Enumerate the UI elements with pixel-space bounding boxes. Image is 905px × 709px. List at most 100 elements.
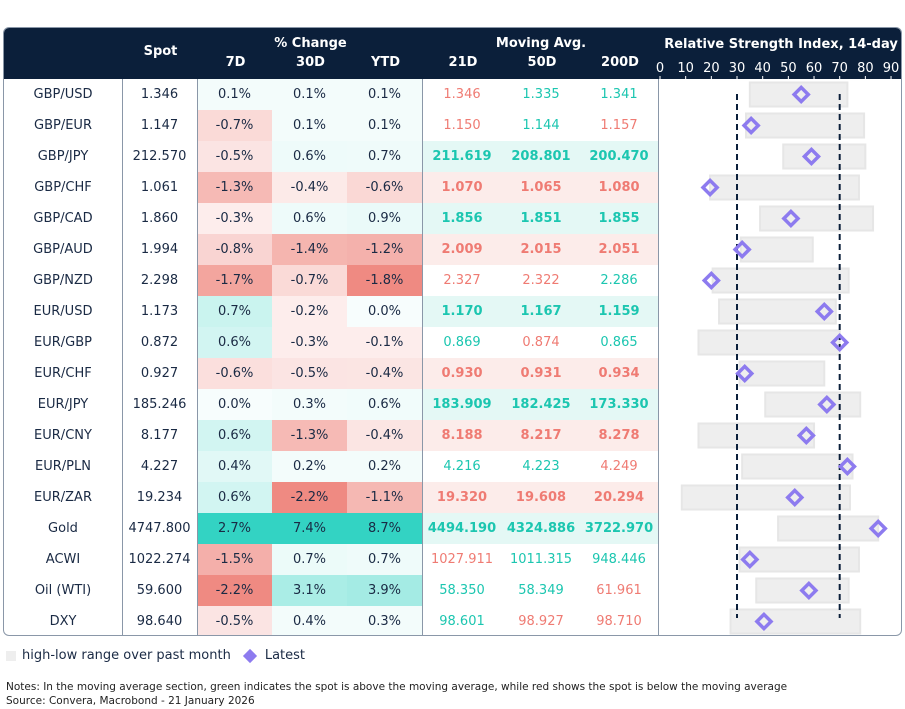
pct-change-d7: -1.5% bbox=[197, 544, 272, 575]
moving-avg-200d: 4.249 bbox=[600, 459, 638, 474]
rsi-range-bar bbox=[782, 143, 867, 170]
moving-avg-200d: 1.159 bbox=[580, 296, 658, 327]
note-text: Notes: In the moving average section, gr… bbox=[6, 681, 788, 693]
header-50d: 50D bbox=[527, 55, 557, 70]
rsi-latest-marker bbox=[799, 580, 819, 601]
pct-change-d30: -0.5% bbox=[272, 358, 347, 389]
pct-change-ytd: -0.1% bbox=[347, 327, 422, 358]
moving-avg-200d: 0.934 bbox=[580, 358, 658, 389]
pct-change-ytd: -0.4% bbox=[347, 420, 422, 451]
pct-change-d7: -0.3% bbox=[197, 203, 272, 234]
pct-change-d30: 0.3% bbox=[272, 389, 347, 420]
pct-change-ytd: -0.6% bbox=[347, 172, 422, 203]
table-row: GBP/CAD 1.860 -0.3% 0.6% 0.9% 1.856 1.851 1.855 bbox=[4, 203, 901, 234]
moving-avg-21d: 2.009 bbox=[422, 234, 502, 265]
divider bbox=[197, 79, 198, 635]
spot-value: 1.147 bbox=[140, 118, 179, 133]
spot-value: 19.234 bbox=[136, 490, 183, 505]
table-row: ACWI 1022.274 -1.5% 0.7% 0.7% 1027.911 1011.31… bbox=[4, 544, 901, 575]
moving-avg-200d: 2.286 bbox=[600, 273, 638, 288]
rsi-chart: 0 10 20 30 40 50 60 70 80 90 bbox=[656, 61, 900, 635]
pct-change-d30: 0.2% bbox=[272, 451, 347, 482]
moving-avg-21d: 1.856 bbox=[422, 203, 502, 234]
pct-change-d7: 0.4% bbox=[197, 451, 272, 482]
fx-table: Spot % Change 7D 30D YTD Moving Avg. 21D… bbox=[3, 27, 902, 636]
spot-value: 59.600 bbox=[136, 583, 183, 598]
rsi-latest-marker bbox=[741, 115, 761, 136]
instrument-name: Gold bbox=[48, 521, 78, 536]
moving-avg-50d: 182.425 bbox=[502, 389, 580, 420]
pct-change-d7: -1.3% bbox=[197, 172, 272, 203]
pct-change-d30: 0.4% bbox=[272, 606, 347, 635]
spot-value: 8.177 bbox=[140, 428, 179, 443]
pct-change-d30: -0.3% bbox=[272, 327, 347, 358]
moving-avg-21d: 1.170 bbox=[422, 296, 502, 327]
divider bbox=[658, 79, 659, 635]
spot-value: 212.570 bbox=[132, 149, 187, 164]
rsi-latest-marker bbox=[801, 146, 821, 167]
moving-avg-50d: 0.931 bbox=[502, 358, 580, 389]
table-row: GBP/JPY 212.570 -0.5% 0.6% 0.7% 211.619 208.80… bbox=[4, 141, 901, 172]
spot-value: 0.927 bbox=[140, 366, 179, 381]
moving-avg-21d: 183.909 bbox=[422, 389, 502, 420]
moving-avg-21d: 0.869 bbox=[443, 335, 481, 350]
moving-avg-21d: 8.188 bbox=[422, 420, 502, 451]
moving-avg-21d: 98.601 bbox=[439, 614, 485, 629]
rsi-latest-marker bbox=[754, 611, 774, 632]
rsi-range-bar bbox=[741, 453, 854, 480]
rsi-tick-label: 0 bbox=[656, 61, 664, 76]
moving-avg-50d: 19.608 bbox=[502, 482, 580, 513]
pct-change-ytd: -1.1% bbox=[347, 482, 422, 513]
rsi-latest-marker bbox=[868, 518, 888, 539]
rsi-latest-marker bbox=[817, 394, 837, 415]
moving-avg-200d: 173.330 bbox=[580, 389, 658, 420]
spot-value: 1.346 bbox=[140, 87, 179, 102]
spot-value: 1.061 bbox=[140, 180, 179, 195]
moving-avg-200d: 3722.970 bbox=[580, 513, 658, 544]
rsi-tick-label: 60 bbox=[806, 61, 823, 76]
moving-avg-200d: 20.294 bbox=[580, 482, 658, 513]
pct-change-d7: 0.6% bbox=[197, 327, 272, 358]
moving-avg-200d: 1.341 bbox=[600, 87, 638, 102]
table-row: GBP/USD 1.346 0.1% 0.1% 0.1% 1.346 1.335 1.341 bbox=[4, 79, 901, 110]
header-moving-avg: Moving Avg. bbox=[495, 36, 587, 51]
table-row: EUR/JPY 185.246 0.0% 0.3% 0.6% 183.909 182.425… bbox=[4, 389, 901, 420]
pct-change-d7: 0.1% bbox=[197, 79, 272, 110]
instrument-name: GBP/CAD bbox=[33, 211, 93, 226]
instrument-name: GBP/AUD bbox=[33, 242, 93, 257]
table-row: GBP/EUR 1.147 -0.7% 0.1% 0.1% 1.150 1.144 1.157 bbox=[4, 110, 901, 141]
table-row: EUR/CHF 0.927 -0.6% -0.5% -0.4% 0.930 0.931 0.9… bbox=[4, 358, 901, 389]
moving-avg-50d: 1.167 bbox=[502, 296, 580, 327]
rsi-range-bar bbox=[680, 484, 851, 511]
moving-avg-21d: 0.930 bbox=[422, 358, 502, 389]
pct-change-d7: -0.5% bbox=[197, 141, 272, 172]
rsi-range-bar bbox=[777, 515, 880, 542]
rsi-range-bar bbox=[697, 329, 841, 356]
rsi-range-bar bbox=[729, 608, 862, 635]
header-ytd: YTD bbox=[370, 55, 401, 70]
spot-value: 98.640 bbox=[136, 614, 183, 629]
rsi-tick-label: 20 bbox=[703, 61, 720, 76]
moving-avg-200d: 1.855 bbox=[580, 203, 658, 234]
pct-change-d7: 0.6% bbox=[197, 420, 272, 451]
pct-change-d7: -0.7% bbox=[197, 110, 272, 141]
spot-value: 1.173 bbox=[140, 304, 179, 319]
pct-change-d7: -2.2% bbox=[197, 575, 272, 606]
moving-avg-200d: 948.446 bbox=[592, 552, 646, 567]
header-spot: Spot bbox=[143, 44, 178, 59]
moving-avg-200d: 2.051 bbox=[580, 234, 658, 265]
instrument-name: EUR/JPY bbox=[37, 397, 89, 412]
rsi-tick-label: 40 bbox=[754, 61, 771, 76]
instrument-name: EUR/ZAR bbox=[34, 490, 92, 505]
header-21d: 21D bbox=[448, 55, 478, 70]
rsi-latest-marker bbox=[814, 301, 834, 322]
rsi-tick-label: 90 bbox=[883, 61, 900, 76]
legend-range: high-low range over past month bbox=[22, 648, 231, 663]
instrument-name: GBP/CHF bbox=[34, 180, 92, 195]
rsi-latest-marker bbox=[781, 208, 801, 229]
moving-avg-50d: 58.349 bbox=[518, 583, 564, 598]
moving-avg-21d: 4494.190 bbox=[422, 513, 502, 544]
rsi-range-bar bbox=[697, 422, 816, 449]
spot-value: 2.298 bbox=[140, 273, 179, 288]
pct-change-d7: -0.6% bbox=[197, 358, 272, 389]
